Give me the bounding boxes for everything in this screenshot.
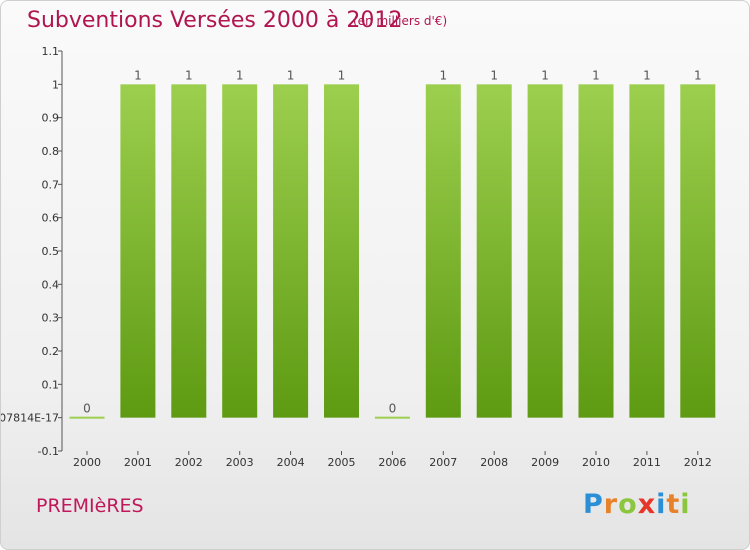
y-tick-label: 0.4 <box>42 278 60 291</box>
x-tick-label: 2007 <box>429 456 457 469</box>
y-tick-label: 1.1 <box>42 45 60 58</box>
bar-value-label: 1 <box>134 68 142 82</box>
bar <box>578 84 614 418</box>
y-tick-label: 0.9 <box>42 112 60 125</box>
bar <box>171 84 207 418</box>
x-tick-label: 2012 <box>684 456 712 469</box>
y-tick-label: 0.1 <box>42 378 60 391</box>
x-tick-label: 2010 <box>582 456 610 469</box>
chart-title: Subventions Versées 2000 à 2012 <box>27 8 403 33</box>
x-tick-label: 2011 <box>633 456 661 469</box>
y-tick-label: 1 <box>52 78 59 91</box>
x-tick-label: 2009 <box>531 456 559 469</box>
bar-value-label: 1 <box>592 68 600 82</box>
x-tick-label: 2002 <box>175 456 203 469</box>
city-name: PREMIèRES <box>36 495 144 517</box>
logo-letter: r <box>603 489 619 520</box>
y-tick-label: 1.3877787807814E-17 <box>1 412 59 425</box>
logo-letter: t <box>666 489 681 520</box>
bar <box>374 416 410 419</box>
x-tick-label: 2005 <box>328 456 356 469</box>
bar <box>680 84 716 418</box>
x-tick-label: 2001 <box>124 456 152 469</box>
bar <box>476 84 512 418</box>
y-tick-label: 0.6 <box>42 212 60 225</box>
y-tick-label: 0.5 <box>42 245 60 258</box>
x-tick-label: 2006 <box>378 456 406 469</box>
bar <box>629 84 665 418</box>
bar-value-label: 0 <box>83 402 91 416</box>
bar <box>120 84 156 418</box>
logo-letter: o <box>618 489 638 520</box>
y-tick-label: -0.1 <box>38 445 59 458</box>
x-tick-label: 2008 <box>480 456 508 469</box>
y-tick-label: 0.2 <box>42 345 60 358</box>
bar-value-label: 1 <box>236 68 244 82</box>
bar-value-label: 1 <box>490 68 498 82</box>
x-tick-label: 2000 <box>73 456 101 469</box>
unit-label: (en milliers d'€) <box>353 14 448 28</box>
x-tick-label: 2003 <box>226 456 254 469</box>
bar <box>222 84 258 418</box>
bar <box>324 84 359 418</box>
logo-letter: i <box>656 489 667 520</box>
bar <box>273 84 309 418</box>
proxiti-logo: Proxiti <box>583 489 691 520</box>
bar-value-label: 1 <box>287 68 295 82</box>
bar-value-label: 1 <box>541 68 549 82</box>
x-tick-label: 2004 <box>277 456 305 469</box>
bar <box>69 416 105 419</box>
logo-letter: x <box>637 489 657 520</box>
bar-value-label: 0 <box>389 402 397 416</box>
logo-letter: i <box>680 489 691 520</box>
bar-value-label: 1 <box>185 68 193 82</box>
y-tick-label: 0.7 <box>42 178 60 191</box>
bar <box>527 84 563 418</box>
bar-value-label: 1 <box>338 68 346 82</box>
bar <box>425 84 461 418</box>
logo-letter: P <box>583 489 604 520</box>
bar-value-label: 1 <box>643 68 651 82</box>
bar-value-label: 1 <box>439 68 447 82</box>
y-tick-label: 0.8 <box>42 145 60 158</box>
y-tick-label: 0.3 <box>42 312 60 325</box>
bar-value-label: 1 <box>694 68 702 82</box>
